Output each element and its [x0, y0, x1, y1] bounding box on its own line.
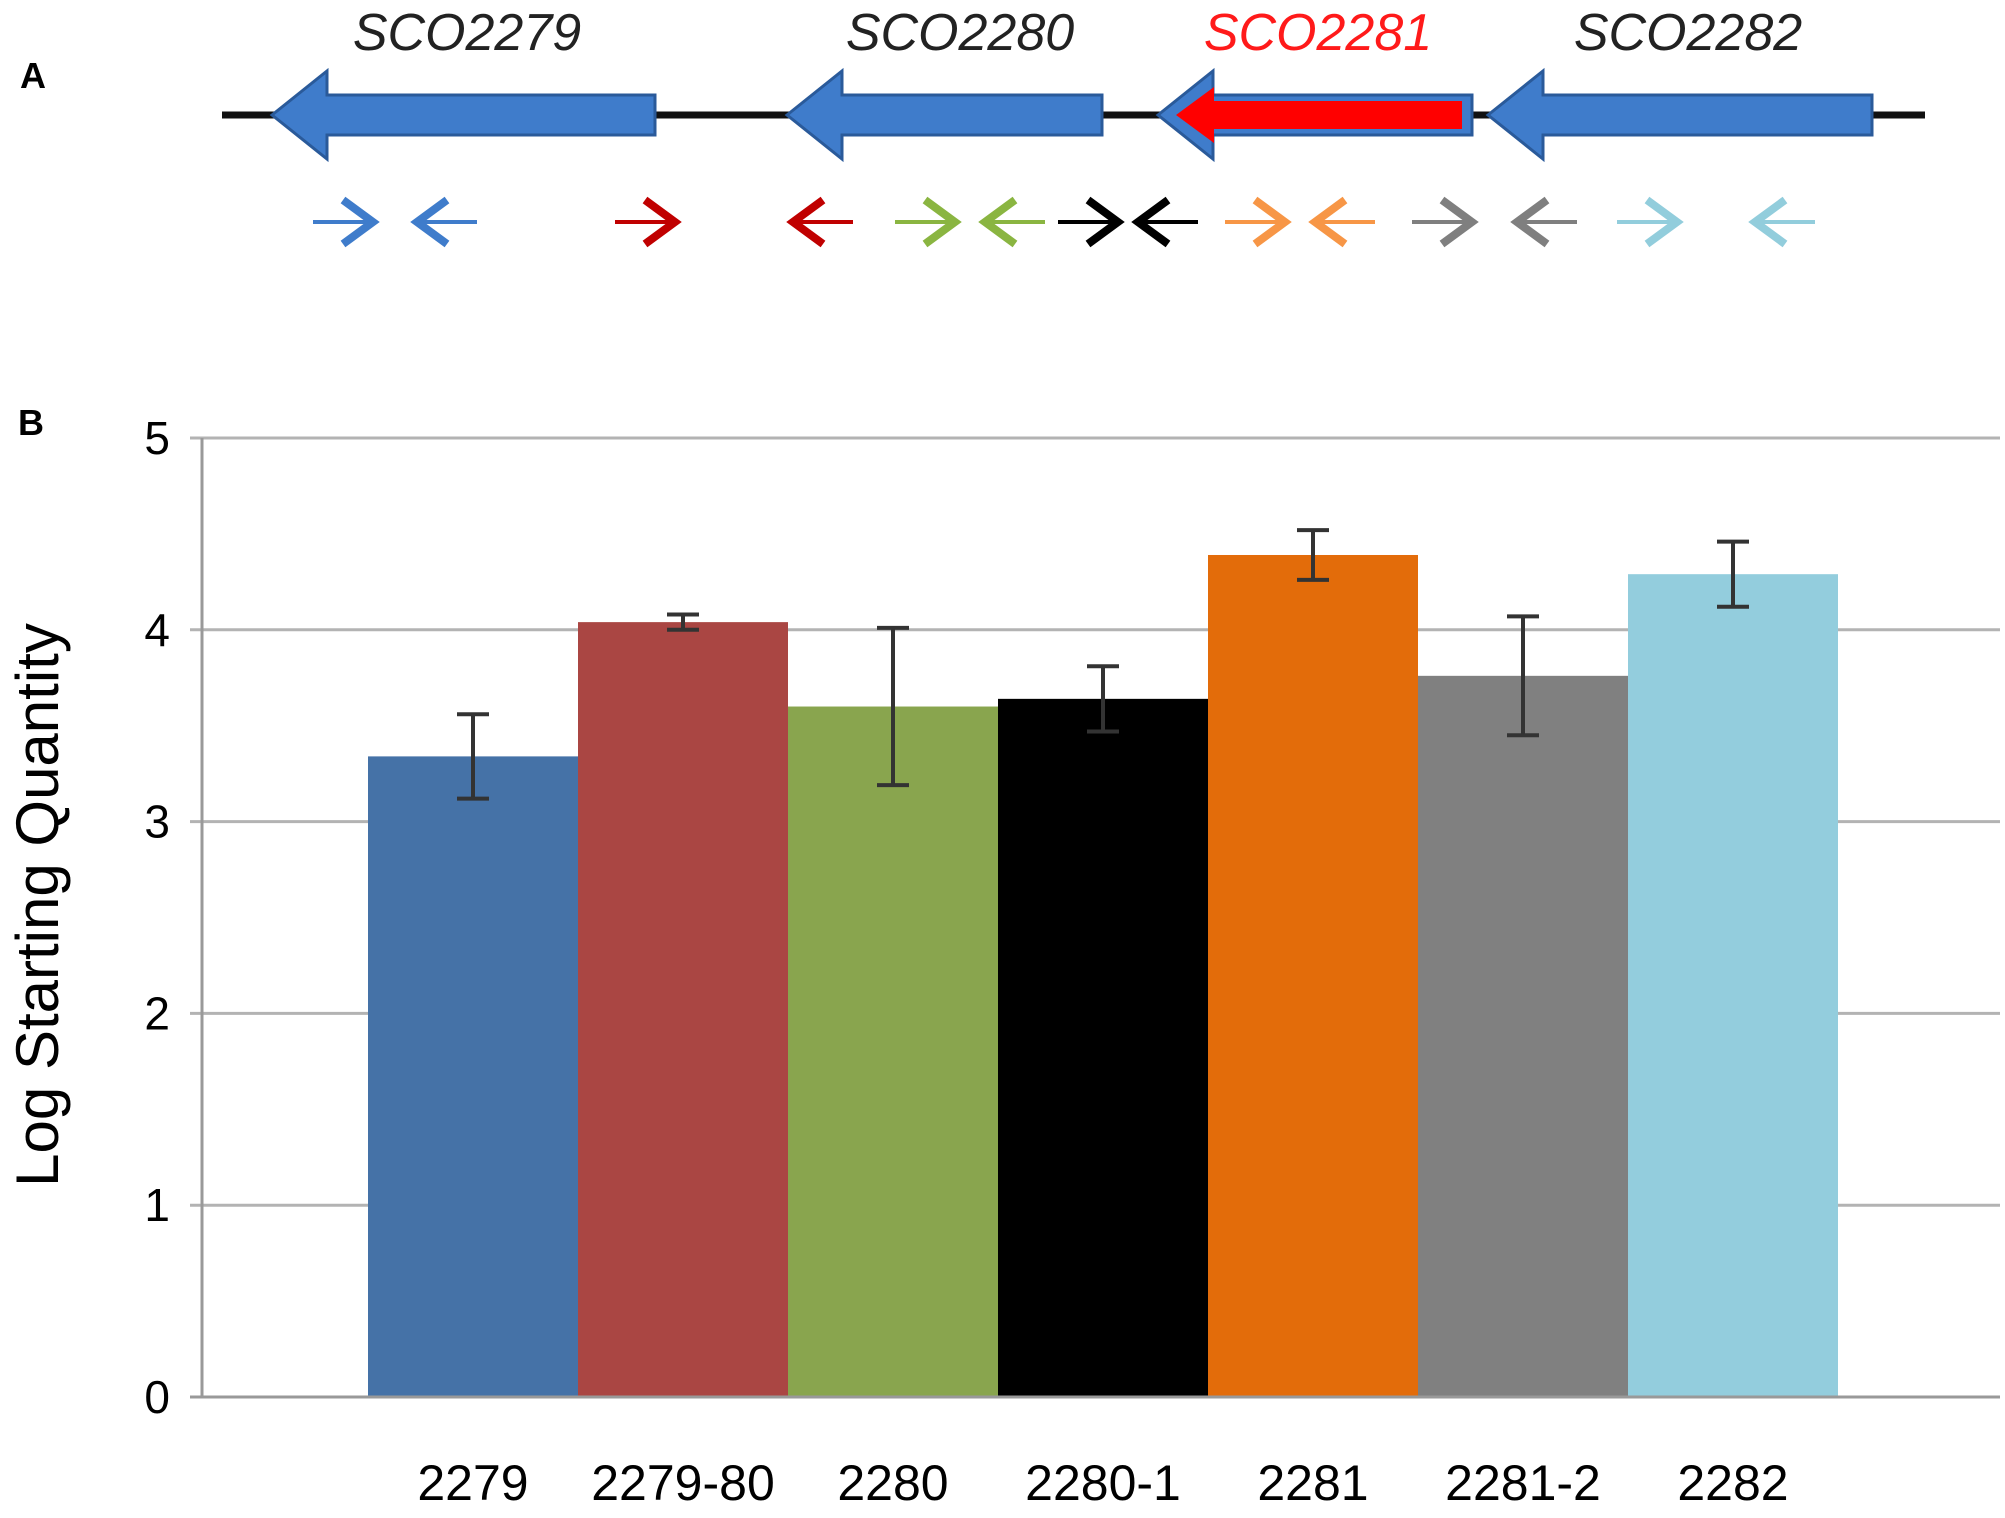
x-tick-label: 2279 — [417, 1455, 528, 1511]
bar-2279 — [368, 756, 578, 1397]
x-axis-ticks: 2279 2279-80 2280 2280-1 2281 2281-2 2282 — [417, 1455, 1788, 1511]
primer-right-icon — [615, 196, 682, 248]
primer-right-icon — [1412, 196, 1479, 248]
error-bar-2281 — [1297, 528, 1329, 582]
gene-arrow — [784, 67, 1104, 163]
gene-label: SCO2280 — [846, 4, 1074, 62]
bar-2281 — [1208, 554, 1418, 1397]
x-tick-label: 2280 — [837, 1455, 948, 1511]
primer-left-icon — [978, 196, 1045, 248]
gene-arrow — [1485, 67, 1874, 163]
gene-arrow — [269, 67, 657, 163]
primer-left-icon — [410, 196, 477, 248]
error-bar-2280-1 — [1087, 664, 1119, 734]
y-tick-label: 1 — [144, 1179, 170, 1231]
primer-right-icon — [1058, 196, 1125, 248]
gene-label: SCO2282 — [1574, 4, 1802, 62]
primer-left-icon — [786, 196, 853, 248]
panel-b-letter: B — [18, 402, 44, 443]
y-axis-ticks: 0 1 2 3 4 5 — [144, 412, 170, 1423]
bar-2280 — [788, 706, 998, 1397]
error-bars — [457, 528, 1749, 801]
x-tick-label: 2279-80 — [591, 1455, 775, 1511]
y-axis-label: Log Starting Quantity — [4, 623, 71, 1187]
primer-right-icon — [1617, 196, 1684, 248]
gene-sco2281: SCO2281 — [1155, 4, 1474, 163]
y-tick-label: 4 — [144, 604, 170, 656]
x-tick-label: 2281 — [1257, 1455, 1368, 1511]
y-tick-label: 3 — [144, 796, 170, 848]
primer-left-icon — [1131, 196, 1198, 248]
primer-row — [313, 196, 1815, 248]
y-tick-label: 2 — [144, 987, 170, 1039]
primer-right-icon — [895, 196, 962, 248]
y-tick-label: 0 — [144, 1371, 170, 1423]
panel-a-letter: A — [20, 55, 46, 96]
primer-left-icon — [1748, 196, 1815, 248]
gene-arrow — [1176, 87, 1462, 143]
gene-sco2282: SCO2282 — [1485, 4, 1874, 163]
error-bar-2282 — [1717, 539, 1749, 609]
bar-2281-2 — [1418, 675, 1628, 1397]
error-bar-2280 — [877, 625, 909, 788]
primer-right-icon — [313, 196, 380, 248]
primer-left-icon — [1510, 196, 1577, 248]
x-tick-label: 2281-2 — [1445, 1455, 1601, 1511]
x-tick-label: 2282 — [1677, 1455, 1788, 1511]
error-bar-2281-2 — [1507, 614, 1539, 738]
bars — [368, 554, 1838, 1397]
x-tick-label: 2280-1 — [1025, 1455, 1181, 1511]
primer-right-icon — [1225, 196, 1292, 248]
y-tick-label: 5 — [144, 412, 170, 464]
gene-label: SCO2281 — [1204, 4, 1432, 62]
gene-sco2279: SCO2279 — [269, 4, 657, 163]
error-bar-2279-80 — [667, 612, 699, 632]
primer-left-icon — [1308, 196, 1375, 248]
bar-2280-1 — [998, 698, 1208, 1397]
gene-sco2280: SCO2280 — [784, 4, 1104, 163]
gene-label: SCO2279 — [353, 4, 581, 62]
bar-2279-80 — [578, 622, 788, 1397]
bar-2282 — [1628, 574, 1838, 1397]
gene-map: SCO2279 SCO2280 SCO2281 SCO2282 — [269, 4, 1874, 163]
error-bar-2279 — [457, 712, 489, 801]
